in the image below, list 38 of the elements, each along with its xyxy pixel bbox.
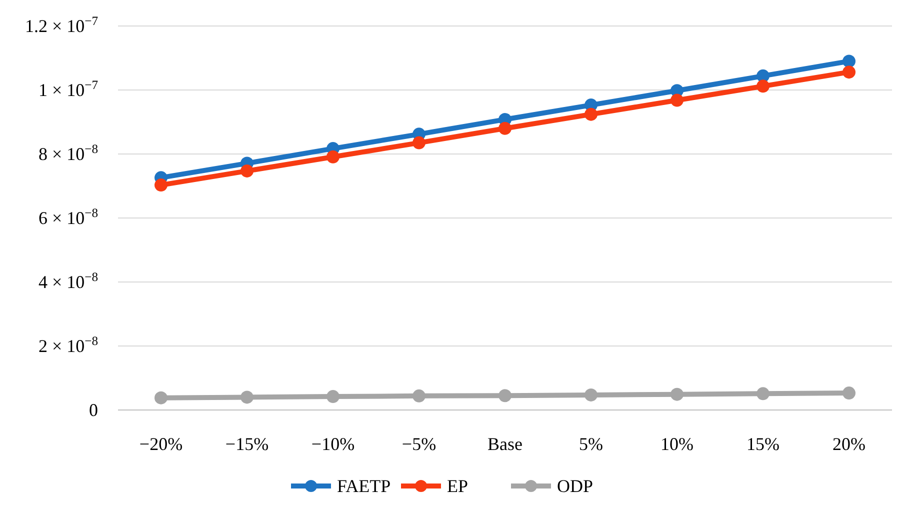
- point: [412, 136, 426, 150]
- legend-label: FAETP: [337, 476, 391, 496]
- y-tick-label: 6 × 10$^{−8}$: [38, 206, 98, 228]
- x-tick-label: 15%: [746, 434, 780, 454]
- point: [498, 389, 512, 402]
- point: [412, 389, 426, 402]
- x-tick-label: −15%: [225, 434, 269, 454]
- x-tick-label: 20%: [832, 434, 866, 454]
- point: [498, 122, 512, 135]
- x-tick-label: 5%: [579, 434, 603, 454]
- point: [842, 66, 856, 79]
- point: [326, 390, 340, 404]
- y-tick-label: 1 × 10$^{−7}$: [38, 78, 98, 100]
- legend-label: ODP: [557, 476, 594, 496]
- point: [584, 108, 598, 121]
- point: [326, 150, 340, 164]
- x-tick-label: 10%: [660, 434, 694, 454]
- x-tick-label: −10%: [311, 434, 355, 454]
- x-tick-label: −20%: [139, 434, 183, 454]
- point: [154, 391, 168, 404]
- y-tick-label: 1.2 × 10$^{−7}$: [24, 14, 98, 36]
- point: [756, 387, 770, 400]
- legend-label: EP: [447, 476, 468, 496]
- point: [756, 80, 770, 93]
- point: [842, 386, 856, 400]
- x-tick-label: Base: [488, 434, 522, 454]
- point: [670, 94, 684, 107]
- y-tick-label: 2 × 10$^{−8}$: [38, 334, 98, 356]
- y-tick-label: 0: [89, 400, 98, 420]
- y-tick-label: 4 × 10$^{−8}$: [38, 270, 98, 292]
- point: [240, 390, 254, 404]
- y-tick-label: 8 × 10$^{−8}$: [38, 142, 98, 164]
- point: [154, 178, 168, 192]
- point: [240, 164, 254, 178]
- point: [670, 388, 684, 401]
- point: [842, 54, 856, 68]
- x-tick-label: −5%: [402, 434, 436, 454]
- point: [584, 388, 598, 402]
